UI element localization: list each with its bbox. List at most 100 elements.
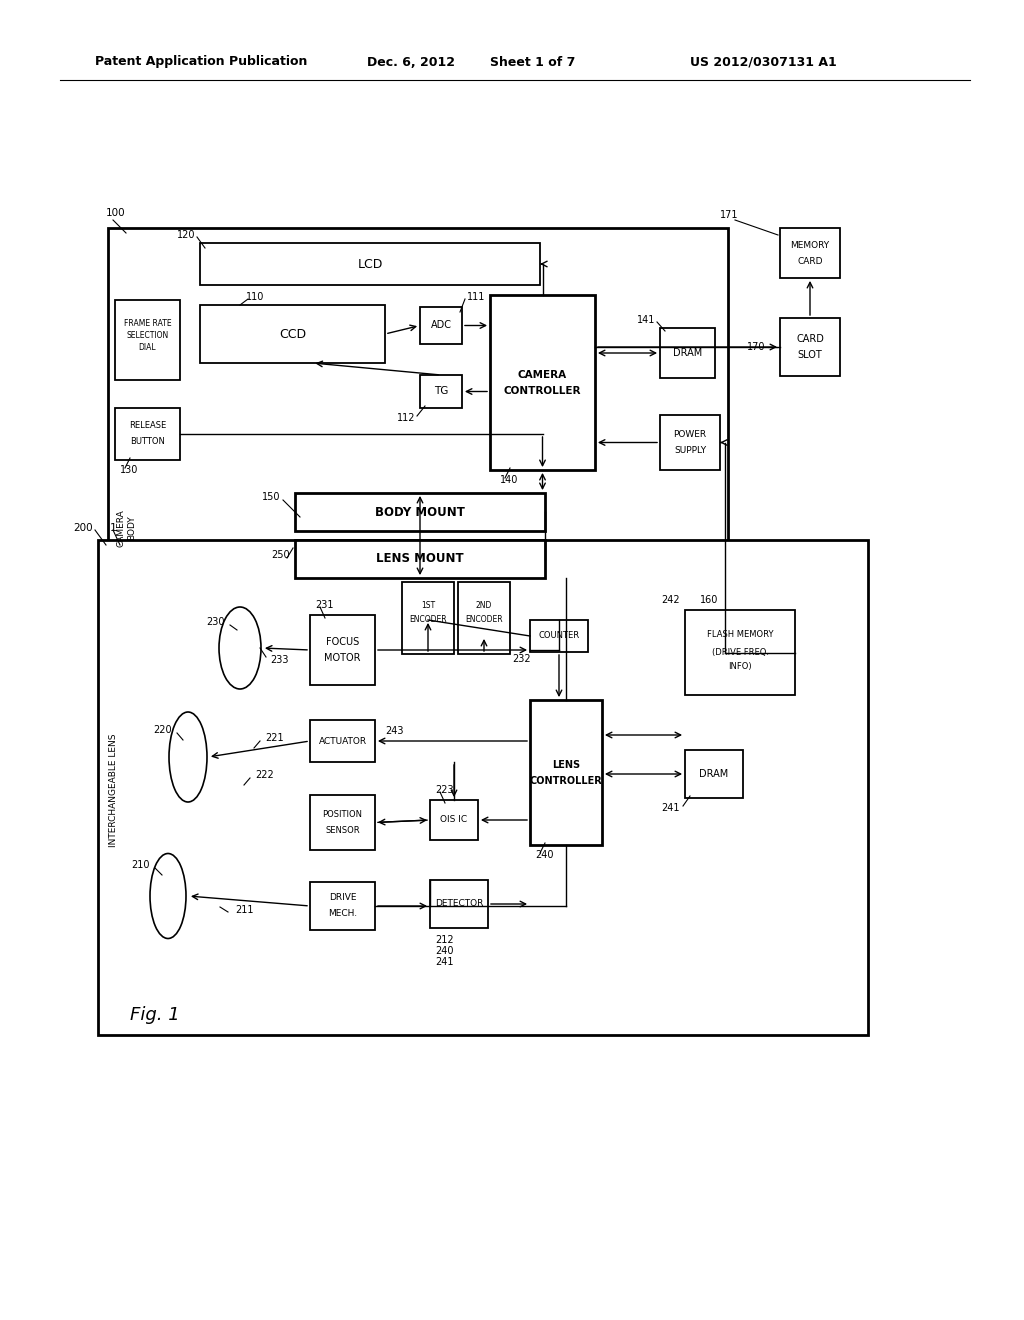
- Text: DIAL: DIAL: [138, 343, 157, 352]
- Text: SELECTION: SELECTION: [126, 331, 169, 341]
- Text: 233: 233: [270, 655, 289, 665]
- Text: DRAM: DRAM: [699, 770, 729, 779]
- Bar: [115, 408, 180, 459]
- Bar: [115, 300, 180, 380]
- Text: 241: 241: [662, 803, 680, 813]
- Text: DRIVE: DRIVE: [329, 894, 356, 903]
- Text: 210: 210: [131, 861, 150, 870]
- Text: 223: 223: [435, 785, 454, 795]
- Text: POSITION: POSITION: [323, 810, 362, 818]
- Text: 240: 240: [535, 850, 554, 861]
- Text: 222: 222: [255, 770, 273, 780]
- Text: MECH.: MECH.: [328, 909, 357, 919]
- Text: RELEASE: RELEASE: [129, 421, 166, 430]
- Text: SENSOR: SENSOR: [326, 826, 359, 836]
- Text: 120: 120: [176, 230, 195, 240]
- Bar: [660, 414, 720, 470]
- Bar: [660, 327, 715, 378]
- Bar: [780, 228, 840, 279]
- Text: 211: 211: [234, 906, 254, 915]
- Text: 241: 241: [435, 957, 454, 968]
- Bar: [108, 228, 728, 643]
- Text: CARD: CARD: [796, 334, 824, 345]
- Bar: [530, 700, 602, 845]
- Text: 171: 171: [720, 210, 738, 220]
- Text: 231: 231: [315, 601, 334, 610]
- Text: 220: 220: [154, 725, 172, 735]
- Text: LENS MOUNT: LENS MOUNT: [376, 553, 464, 565]
- Bar: [420, 375, 462, 408]
- Text: 242: 242: [662, 595, 680, 605]
- Text: Sheet 1 of 7: Sheet 1 of 7: [490, 55, 575, 69]
- Bar: [685, 750, 743, 799]
- Text: BUTTON: BUTTON: [130, 437, 165, 446]
- Text: 232: 232: [512, 653, 530, 664]
- Bar: [310, 719, 375, 762]
- Text: ADC: ADC: [430, 321, 452, 330]
- Text: POWER: POWER: [674, 430, 707, 440]
- Text: MOTOR: MOTOR: [325, 653, 360, 663]
- Text: 170: 170: [746, 342, 765, 352]
- Text: 1: 1: [110, 523, 117, 533]
- Text: 100: 100: [106, 209, 126, 218]
- Text: MEMORY: MEMORY: [791, 240, 829, 249]
- Text: SUPPLY: SUPPLY: [674, 446, 707, 455]
- Text: 1ST: 1ST: [421, 602, 435, 610]
- Text: 160: 160: [700, 595, 719, 605]
- Text: DETECTOR: DETECTOR: [435, 899, 483, 908]
- Bar: [310, 795, 375, 850]
- Text: SLOT: SLOT: [798, 350, 822, 360]
- Text: 240: 240: [435, 946, 454, 956]
- Text: LCD: LCD: [357, 257, 383, 271]
- Text: OIS IC: OIS IC: [440, 816, 468, 825]
- Text: 243: 243: [386, 726, 404, 737]
- Bar: [402, 582, 454, 653]
- Bar: [420, 308, 462, 345]
- Bar: [430, 800, 478, 840]
- Bar: [295, 492, 545, 531]
- Text: US 2012/0307131 A1: US 2012/0307131 A1: [690, 55, 837, 69]
- Text: ENCODER: ENCODER: [410, 615, 446, 624]
- Bar: [490, 294, 595, 470]
- Bar: [200, 243, 540, 285]
- Text: BODY MOUNT: BODY MOUNT: [375, 506, 465, 519]
- Text: FRAME RATE: FRAME RATE: [124, 319, 171, 329]
- Text: Dec. 6, 2012: Dec. 6, 2012: [367, 55, 455, 69]
- Text: DRAM: DRAM: [673, 348, 702, 358]
- Text: CONTROLLER: CONTROLLER: [529, 776, 602, 785]
- Bar: [200, 305, 385, 363]
- Text: 200: 200: [74, 523, 93, 533]
- Text: 230: 230: [207, 616, 225, 627]
- Text: Fig. 1: Fig. 1: [130, 1006, 180, 1024]
- Text: 150: 150: [261, 492, 280, 502]
- Text: INFO): INFO): [728, 663, 752, 671]
- Text: 212: 212: [435, 935, 454, 945]
- Text: 140: 140: [500, 475, 518, 484]
- Text: INTERCHANGEABLE LENS: INTERCHANGEABLE LENS: [110, 733, 119, 846]
- Bar: [295, 540, 545, 578]
- Text: 250: 250: [271, 550, 290, 560]
- Bar: [458, 582, 510, 653]
- Bar: [98, 540, 868, 1035]
- Text: Patent Application Publication: Patent Application Publication: [95, 55, 307, 69]
- Text: CAMERA
BODY: CAMERA BODY: [117, 510, 136, 546]
- Bar: [310, 615, 375, 685]
- Text: COUNTER: COUNTER: [539, 631, 580, 640]
- Text: 221: 221: [265, 733, 284, 743]
- Text: CARD: CARD: [798, 256, 822, 265]
- Text: 141: 141: [637, 315, 655, 325]
- Text: LENS: LENS: [552, 759, 580, 770]
- Text: CCD: CCD: [279, 327, 306, 341]
- Text: FLASH MEMORY: FLASH MEMORY: [707, 630, 773, 639]
- Text: (DRIVE FREQ.: (DRIVE FREQ.: [712, 648, 768, 657]
- Text: 112: 112: [396, 413, 415, 422]
- Text: CAMERA: CAMERA: [518, 370, 567, 380]
- Text: ENCODER: ENCODER: [465, 615, 503, 624]
- Bar: [530, 620, 588, 652]
- Bar: [780, 318, 840, 376]
- Text: CONTROLLER: CONTROLLER: [504, 385, 582, 396]
- Bar: [685, 610, 795, 696]
- Text: ACTUATOR: ACTUATOR: [318, 737, 367, 746]
- Text: TG: TG: [434, 387, 449, 396]
- Text: 111: 111: [467, 292, 485, 302]
